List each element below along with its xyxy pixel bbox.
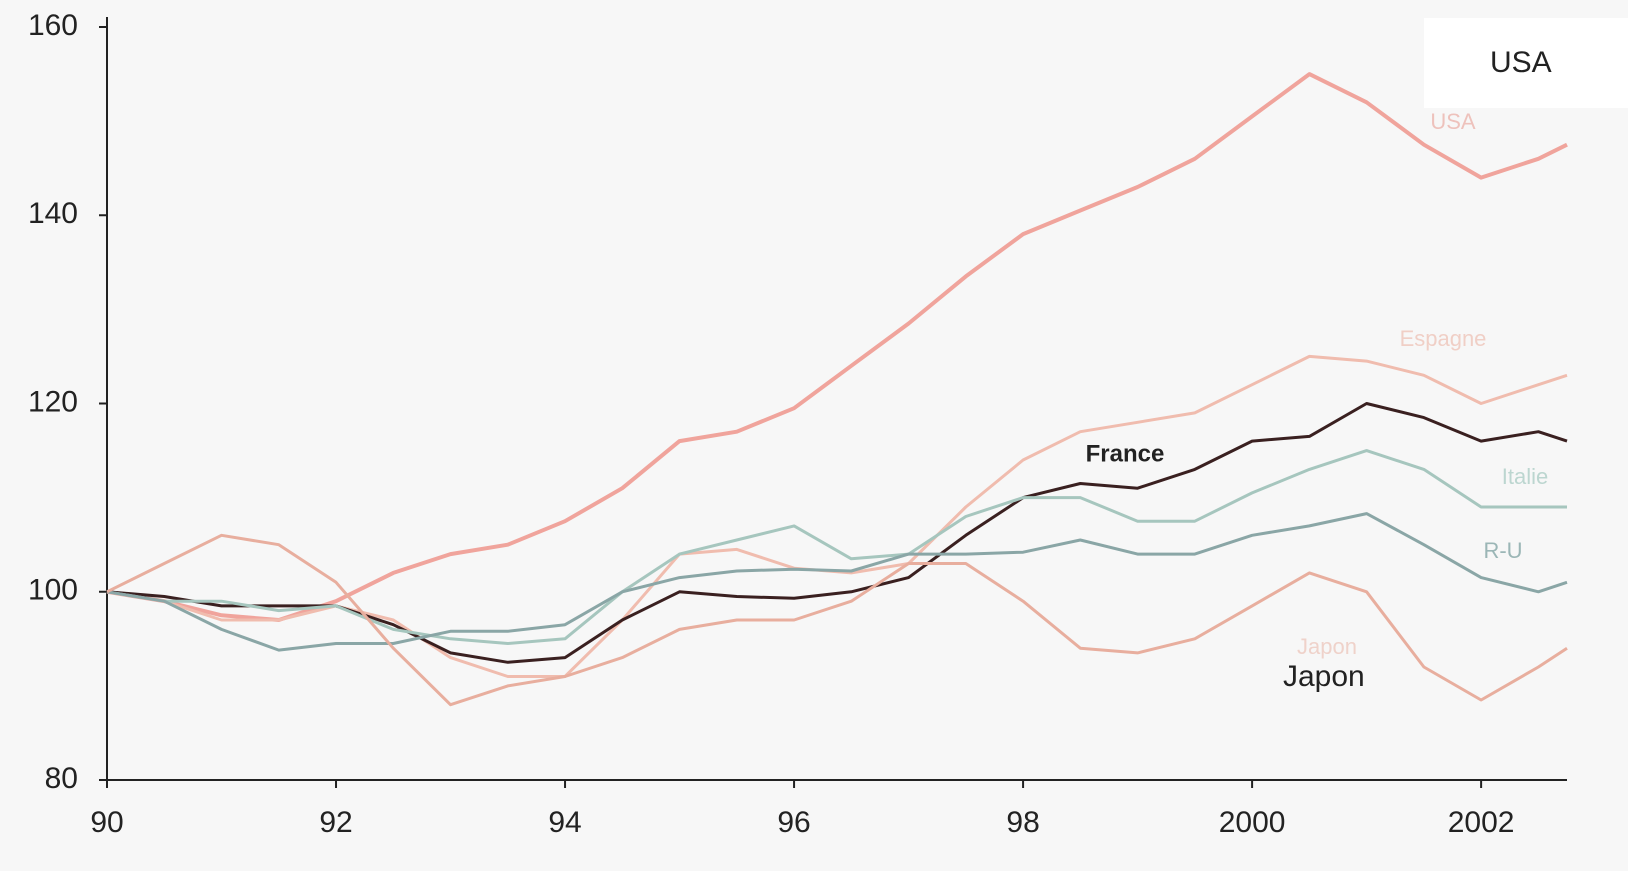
series-label: France [1086, 440, 1165, 467]
series-line [106, 533, 1568, 707]
series-line [106, 72, 1568, 622]
x-tick-label: 96 [777, 806, 810, 839]
y-tick-label: 140 [28, 197, 78, 230]
x-tick-label: 94 [548, 806, 581, 839]
x-tick-label: 92 [319, 806, 352, 839]
y-tick-label: 100 [28, 574, 78, 607]
x-tick-label: 90 [90, 806, 123, 839]
x-tick-label: 2002 [1448, 806, 1515, 839]
x-tick-label: 2000 [1219, 806, 1286, 839]
series-label: Espagne [1400, 326, 1487, 351]
annotation-box [1424, 18, 1628, 108]
y-tick-label: 160 [28, 9, 78, 42]
annotation: Japon [1283, 660, 1365, 693]
series-line [106, 449, 1567, 645]
x-tick-label: 98 [1006, 806, 1039, 839]
series-label: R-U [1483, 538, 1522, 563]
series-label: Italie [1502, 464, 1548, 489]
series-label: Japon [1297, 634, 1357, 659]
y-tick-label: 120 [28, 385, 78, 418]
series-label: USA [1430, 109, 1476, 134]
annotation: USA [1490, 46, 1552, 79]
series-line [106, 512, 1568, 652]
y-tick-label: 80 [45, 762, 78, 795]
